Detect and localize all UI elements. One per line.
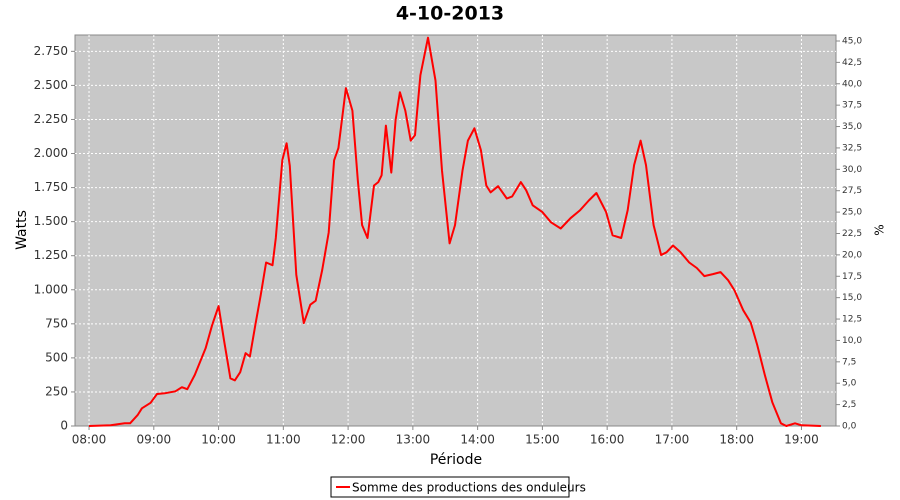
y-tick-label: 750 <box>45 316 68 330</box>
y-tick-label: 1.750 <box>34 180 68 194</box>
y2-tick-label: 22,5 <box>842 229 862 239</box>
legend-label: Somme des productions des onduleurs <box>352 481 586 495</box>
x-tick-label: 14:00 <box>460 433 495 447</box>
y-tick-label: 1.000 <box>34 282 68 296</box>
y2-tick-label: 20,0 <box>842 250 862 260</box>
x-tick-label: 11:00 <box>266 433 301 447</box>
x-tick-label: 10:00 <box>201 433 236 447</box>
y2-tick-label: 5,0 <box>842 379 857 389</box>
y-tick-label: 2.000 <box>34 146 68 160</box>
y-tick-label: 2.500 <box>34 78 68 92</box>
x-tick-label: 09:00 <box>137 433 172 447</box>
y2-tick-label: 17,5 <box>842 272 862 282</box>
y2-tick-label: 45,0 <box>842 36 862 46</box>
y-tick-label: 0 <box>60 419 68 433</box>
legend <box>330 476 570 498</box>
y2-tick-label: 15,0 <box>842 293 862 303</box>
x-tick-label: 16:00 <box>590 433 625 447</box>
x-tick-label: 15:00 <box>525 433 560 447</box>
plot-area <box>74 34 837 427</box>
y2-tick-label: 40,0 <box>842 79 862 89</box>
y2-tick-label: 10,0 <box>842 336 862 346</box>
y-tick-label: 1.500 <box>34 214 68 228</box>
y2-tick-label: 12,5 <box>842 315 862 325</box>
y2-tick-label: 42,5 <box>842 58 862 68</box>
x-tick-label: 19:00 <box>784 433 819 447</box>
y-tick-label: 500 <box>45 350 68 364</box>
y2-axis-label: % <box>873 224 887 235</box>
y2-tick-label: 27,5 <box>842 186 862 196</box>
y-tick-label: 2.750 <box>34 44 68 58</box>
y2-tick-label: 2,5 <box>842 400 856 410</box>
y2-tick-label: 0,0 <box>842 422 857 432</box>
y2-tick-label: 30,0 <box>842 165 862 175</box>
y2-tick-label: 7,5 <box>842 357 856 367</box>
chart-title: 4-10-2013 <box>396 3 504 25</box>
y-tick-label: 250 <box>45 384 68 398</box>
x-tick-label: 12:00 <box>331 433 366 447</box>
y2-tick-label: 37,5 <box>842 101 862 111</box>
x-tick-label: 17:00 <box>655 433 690 447</box>
y-tick-label: 1.250 <box>34 248 68 262</box>
x-tick-label: 13:00 <box>396 433 431 447</box>
y2-tick-label: 32,5 <box>842 143 862 153</box>
x-tick-label: 08:00 <box>72 433 107 447</box>
y-tick-label: 2.250 <box>34 112 68 126</box>
x-tick-label: 18:00 <box>719 433 754 447</box>
y-axis-label: Watts <box>14 210 30 250</box>
x-axis-label: Période <box>430 452 482 468</box>
y2-tick-label: 25,0 <box>842 208 862 218</box>
line-series <box>88 36 821 427</box>
y2-tick-label: 35,0 <box>842 122 862 132</box>
